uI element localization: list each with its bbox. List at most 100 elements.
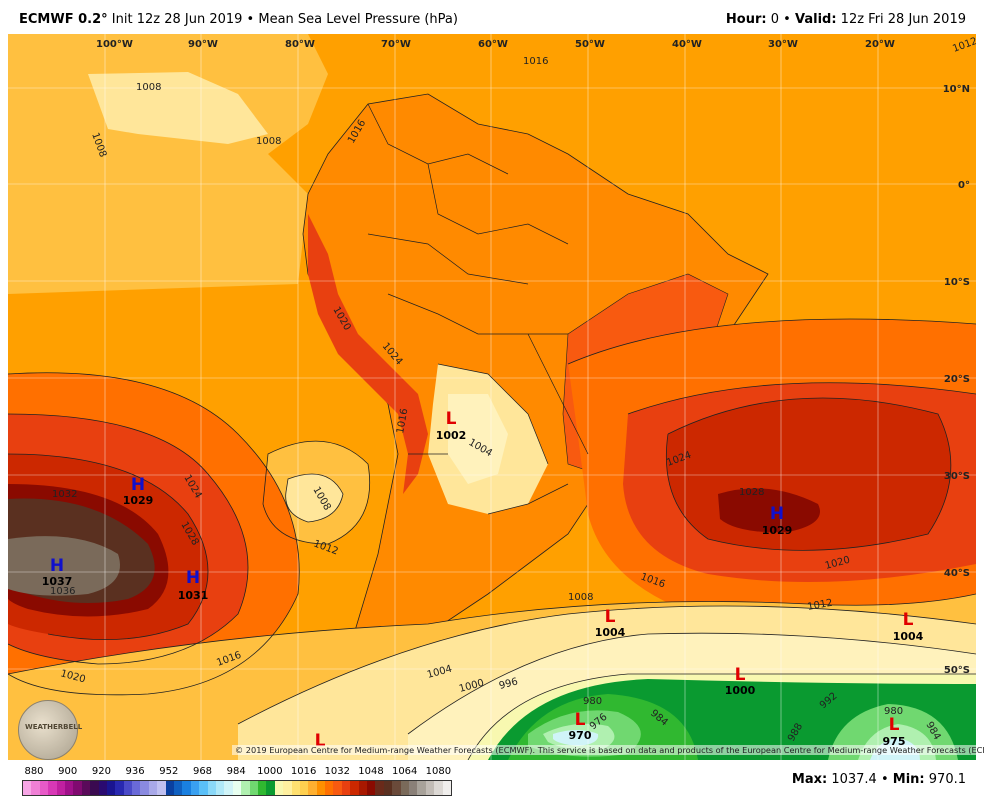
colorbar-swatch — [148, 781, 158, 795]
weatherbell-logo: WEATHERBELL — [18, 700, 82, 760]
colorbar-swatch — [274, 781, 284, 795]
andes-band — [308, 214, 428, 494]
contour-label: 996 — [498, 676, 519, 692]
band-1012-north — [8, 34, 328, 294]
svg-text:L: L — [903, 610, 914, 630]
colorbar-swatch — [106, 781, 116, 795]
contour-label: 1016 — [523, 56, 548, 67]
colorbar — [22, 780, 452, 796]
min-label: Min: — [892, 772, 925, 787]
max-min-readout: Max: 1037.4 • Min: 970.1 — [791, 772, 966, 787]
svg-text:970: 970 — [569, 729, 592, 742]
contour-label: 1016 — [395, 408, 410, 435]
colorbar-swatch — [165, 781, 175, 795]
title-right: Hour: 0 • Valid: 12z Fri 28 Jun 2019 — [726, 12, 966, 27]
svg-text:1004: 1004 — [595, 626, 626, 639]
colorbar-swatch — [400, 781, 409, 795]
band-1008-pacific — [285, 474, 343, 522]
hour-value: 0 — [770, 12, 780, 27]
header-bar: ECMWF 0.2° Init 12z 28 Jun 2019 • Mean S… — [0, 0, 984, 34]
colorbar-swatch — [392, 781, 401, 795]
svg-text:1031: 1031 — [178, 589, 209, 602]
bullet-sep: • — [246, 12, 255, 27]
colorbar-swatch — [308, 781, 317, 795]
lon-label: 50°W — [575, 39, 605, 50]
contour-label: 1036 — [50, 586, 75, 597]
title-left: ECMWF 0.2° Init 12z 28 Jun 2019 • Mean S… — [19, 12, 458, 27]
copyright-notice: © 2019 European Centre for Medium-range … — [232, 745, 984, 755]
lat-label: 0° — [958, 180, 970, 191]
svg-text:L: L — [575, 710, 586, 730]
colorbar-swatch — [123, 781, 133, 795]
svg-text:L: L — [315, 731, 326, 751]
lat-label: 10°N — [943, 84, 970, 95]
graticule — [8, 34, 976, 760]
colorbar-swatch — [81, 781, 91, 795]
low-center: L — [315, 731, 326, 751]
pressure-map[interactable]: 100°W 90°W 80°W 70°W 60°W 50°W 40°W 30°W… — [8, 34, 976, 760]
colorbar-swatch — [283, 781, 292, 795]
contour-label: 1012 — [807, 598, 834, 613]
svg-text:1000: 1000 — [725, 684, 756, 697]
colorbar-swatch — [224, 781, 233, 795]
colorbar-swatch — [115, 781, 124, 795]
lon-labels: 100°W 90°W 80°W 70°W 60°W 50°W 40°W 30°W… — [96, 39, 895, 50]
svg-text:H: H — [131, 475, 145, 495]
colorbar-swatch — [333, 781, 342, 795]
map-canvas: 100°W 90°W 80°W 70°W 60°W 50°W 40°W 30°W… — [8, 34, 976, 760]
max-value: 1037.4 — [831, 772, 877, 787]
country-borders — [367, 103, 589, 515]
colorbar-tick: 984 — [226, 766, 246, 777]
degree-symbol: ° — [101, 12, 108, 27]
colorbar-swatch — [48, 781, 57, 795]
min-value: 970.1 — [928, 772, 966, 787]
contour-label: 1008 — [256, 136, 281, 147]
colorbar-swatch — [434, 781, 443, 795]
init-time: Init 12z 28 Jun 2019 — [111, 12, 243, 27]
colorbar-tick: 1080 — [425, 766, 452, 777]
colorbar-tick: 1032 — [324, 766, 351, 777]
colorbar-swatch — [266, 781, 275, 795]
contour-label: 1008 — [568, 592, 593, 603]
colorbar-tick: 920 — [91, 766, 111, 777]
colorbar-tick: 1016 — [290, 766, 317, 777]
lat-label: 20°S — [944, 374, 970, 385]
band-1000-argentina — [448, 394, 508, 484]
band-1036-core — [8, 536, 120, 596]
hour-label: Hour: — [725, 12, 767, 27]
colorbar-swatch — [199, 781, 208, 795]
lon-label: 20°W — [865, 39, 895, 50]
colorbar-tick-labels: 880 900 920 936 952 968 984 1000 1016 1032 1048 106… — [22, 766, 702, 780]
colorbar-swatch — [316, 781, 326, 795]
contour-label: 1032 — [52, 489, 77, 500]
svg-text:975: 975 — [883, 735, 906, 748]
colorbar-swatch — [190, 781, 200, 795]
colorbar-swatch — [241, 781, 250, 795]
svg-text:L: L — [735, 665, 746, 685]
svg-text:1004: 1004 — [893, 630, 924, 643]
lon-label: 40°W — [672, 39, 702, 50]
colorbar-swatch — [257, 781, 267, 795]
colorbar-swatch — [383, 781, 393, 795]
svg-text:H: H — [770, 504, 784, 524]
colorbar-tick: 1048 — [358, 766, 384, 777]
colorbar-swatch — [341, 781, 351, 795]
lon-label: 60°W — [478, 39, 508, 50]
svg-text:H: H — [50, 556, 64, 576]
svg-text:L: L — [446, 409, 457, 429]
colorbar-tick: 968 — [192, 766, 213, 777]
colorbar-tick: 1000 — [257, 766, 283, 777]
colorbar-swatch — [56, 781, 65, 795]
lon-label: 80°W — [285, 39, 315, 50]
colorbar-tick: 952 — [159, 766, 179, 777]
svg-text:1029: 1029 — [123, 494, 154, 507]
svg-text:1029: 1029 — [762, 524, 793, 537]
lat-labels: 10°N 0° 10°S 20°S 30°S 40°S 50°S — [943, 84, 970, 676]
lon-label: 30°W — [768, 39, 798, 50]
